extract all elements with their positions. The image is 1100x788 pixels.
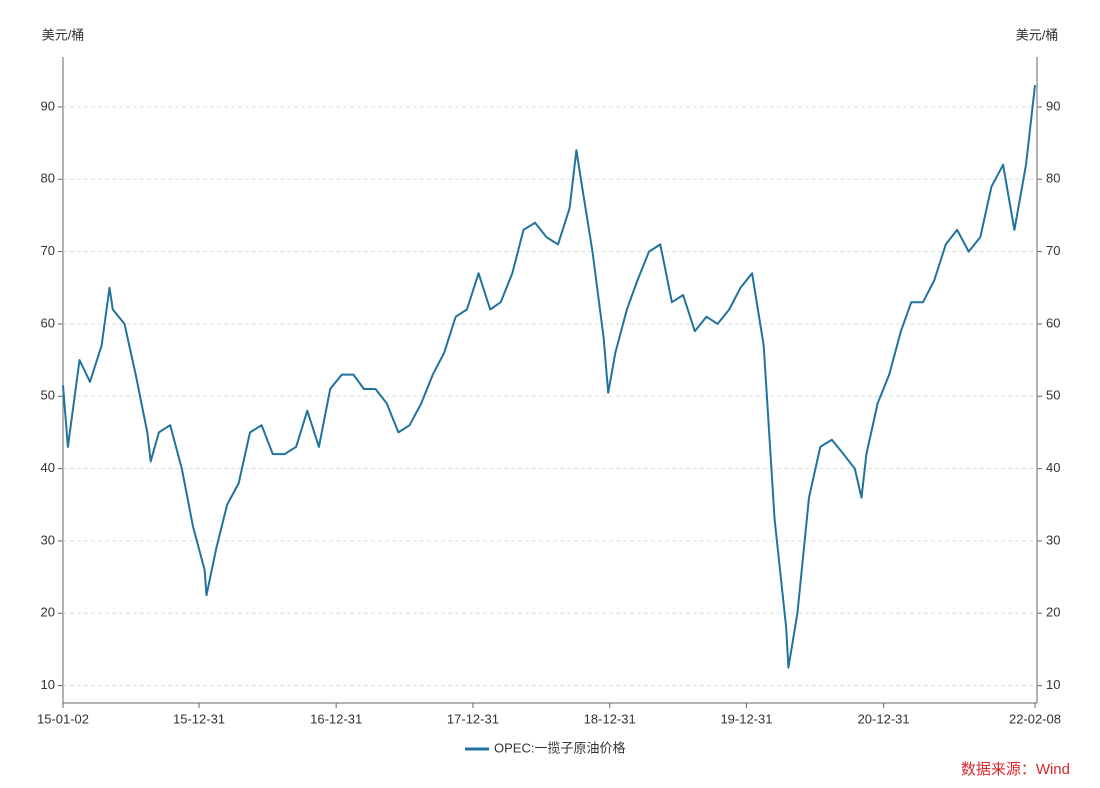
x-tick-label: 20-12-31: [858, 711, 910, 726]
legend-label: OPEC:一揽子原油价格: [494, 740, 625, 755]
y-tick-label: 20: [41, 605, 55, 620]
y2-tick-label: 60: [1046, 315, 1060, 330]
x-tick-label: 18-12-31: [584, 711, 636, 726]
y-tick-label: 60: [41, 315, 55, 330]
y2-tick-label: 90: [1046, 98, 1060, 113]
y-tick-label: 90: [41, 98, 55, 113]
y2-tick-label: 50: [1046, 388, 1060, 403]
y-tick-label: 50: [41, 388, 55, 403]
x-tick-label: 15-12-31: [173, 711, 225, 726]
y-axis-label: 美元/桶: [42, 27, 85, 42]
x-tick-label: 22-02-08: [1009, 711, 1061, 726]
y-tick-label: 80: [41, 171, 55, 186]
y2-tick-label: 80: [1046, 171, 1060, 186]
y-tick-label: 70: [41, 243, 55, 258]
y-tick-label: 40: [41, 460, 55, 475]
x-tick-label: 19-12-31: [720, 711, 772, 726]
y2-tick-label: 20: [1046, 605, 1060, 620]
data-line: [62, 85, 1036, 669]
x-tick-label: 15-01-02: [37, 711, 89, 726]
y-tick-label: 30: [41, 532, 55, 547]
y2-tick-label: 70: [1046, 243, 1060, 258]
y2-tick-label: 30: [1046, 532, 1060, 547]
source-note: 数据来源：Wind: [961, 761, 1070, 778]
x-tick-label: 16-12-31: [310, 711, 362, 726]
y2-tick-label: 10: [1046, 677, 1060, 692]
y2-axis-label: 美元/桶: [1016, 27, 1059, 42]
x-tick-label: 17-12-31: [447, 711, 499, 726]
y-tick-label: 10: [41, 677, 55, 692]
y2-tick-label: 40: [1046, 460, 1060, 475]
